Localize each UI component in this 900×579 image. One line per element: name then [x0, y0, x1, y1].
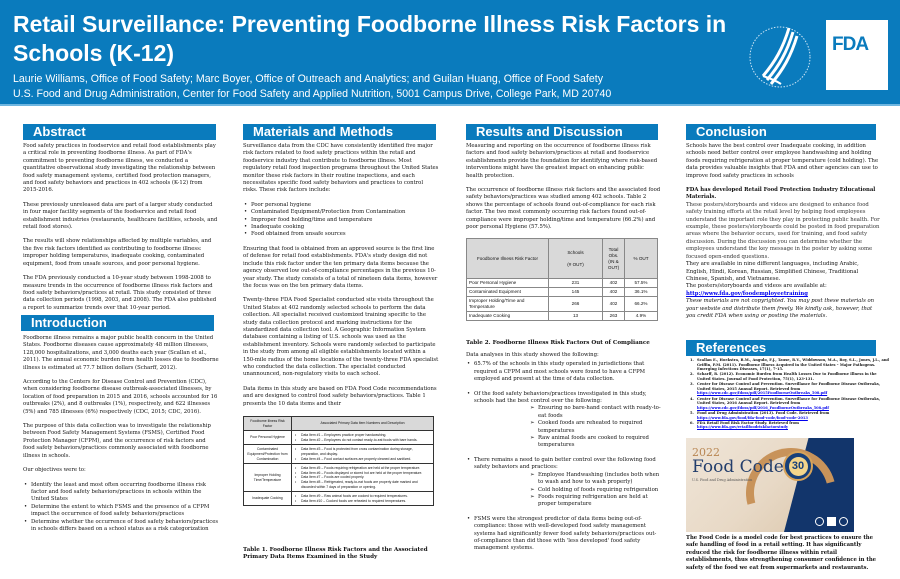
results-heading: Results and Discussion: [466, 124, 658, 140]
results-intro: Measuring and reporting on the occurrenc…: [466, 143, 662, 238]
results-paragraph: Measuring and reporting on the occurrenc…: [466, 143, 658, 179]
abstract-body: Food safety practices in foodservice and…: [23, 143, 219, 312]
risk-factor-item: Inadequate cooking: [243, 224, 439, 232]
objective-item: Determine whether the occurrence of food…: [23, 519, 219, 534]
methods-paragraph: Surveillance data from the CDC have cons…: [243, 143, 439, 194]
table-row: Improper Holding/Time and Temperature 26…: [466, 296, 658, 312]
abstract-paragraph: The results will show relationships affe…: [23, 238, 212, 267]
results-paragraph: Data analyses in this study showed the f…: [466, 352, 599, 358]
poster-title: Retail Surveillance: Preventing Foodborn…: [13, 11, 727, 66]
finding-item: Of the food safety behaviors/practices i…: [466, 391, 662, 406]
reference-link[interactable]: https://www.cdc.gov/fdoss/pdf/2015Foodbo…: [697, 391, 828, 396]
results-findings: Data analyses in this study showed the f…: [466, 352, 662, 560]
references-heading: References: [686, 340, 876, 356]
table1-header-items: Associated Primary Data Item Numbers and…: [291, 415, 434, 432]
methods-paragraph: Twenty-three FDA Food Specialist conduct…: [243, 297, 439, 378]
best-control-item: Cooked foods are reheated to required te…: [530, 420, 662, 435]
reference-item: 5. Food and Drug Administration (2013). F…: [690, 410, 830, 420]
objective-item: Determine the extent to which FSMS and t…: [23, 504, 219, 519]
table1-caption: Table 1. Foodborne Illness Risk Factors …: [243, 547, 428, 560]
methods-paragraph: Data items in this study are based on FD…: [243, 385, 437, 407]
introduction-heading: Introduction: [21, 315, 214, 331]
best-control-list: Ensuring no bare-hand contact with ready…: [466, 405, 662, 449]
finding-item: FSMS were the strongest predictor of dat…: [466, 516, 662, 553]
reference-item: 4. Center for Disease Control and Prevent…: [690, 396, 880, 410]
risk-factor-item: Food obtained from unsafe sources: [243, 231, 439, 239]
fda-logo-icon: [827, 517, 836, 526]
agency-logos: [815, 517, 848, 526]
conclusion-paragraph: These materials are not copyrighted. You…: [686, 298, 875, 319]
reference-link[interactable]: https://www.fda.gov/food/fda-food-code/f…: [697, 415, 808, 420]
conclusion-paragraph: They are available in nine different lan…: [686, 261, 859, 282]
table-row: Inadequate Cooking 13 263 4.9%: [466, 311, 658, 321]
best-control-item: Raw animal foods are cooked to required …: [530, 435, 662, 450]
abstract-paragraph: Food safety practices in foodservice and…: [23, 143, 216, 194]
food-code-2022-image: 2022 Food Code U.S. Food and Drug Admini…: [686, 438, 854, 532]
intro-paragraph: According to the Centers for Disease Con…: [23, 379, 218, 415]
reference-link[interactable]: https://www.fda.gov/retailfoodriskfactor…: [697, 425, 788, 430]
findings-list: FSMS were the strongest predictor of dat…: [466, 516, 662, 553]
anniversary-badge-icon: 30: [783, 451, 813, 481]
intro-paragraph: Our objectives were to:: [23, 467, 86, 474]
conclusion-heading: Conclusion: [686, 124, 876, 140]
table-row: Contaminated Equipment 145 402 36.1%: [466, 287, 658, 297]
hhs-seal-icon: [815, 517, 824, 526]
reference-item: 3. Center for Disease Control and Prevent…: [690, 382, 880, 396]
methods-body: Surveillance data from the CDC have cons…: [243, 143, 439, 408]
abstract-paragraph: These previously unreleased data are par…: [23, 201, 218, 231]
authors: Laurie Williams, Office of Food Safety; …: [13, 73, 604, 85]
best-control-item: Ensuring no bare-hand contact with ready…: [530, 405, 662, 420]
table-row: Poor Personal Hygiene 231 402 57.5%: [466, 278, 658, 288]
hhs-eagle-seal-icon: [749, 26, 811, 88]
table2-caption: Table 2. Foodborne Illness Risk Factors …: [466, 340, 650, 346]
table-1: Foodborne Illness Risk Factor Associated…: [243, 415, 434, 507]
findings-list: 65.7% of the schools in this study opera…: [466, 361, 662, 383]
risk-factor-list: Poor personal hygiene Contaminated Equip…: [243, 202, 439, 239]
abstract-heading: Abstract: [23, 124, 216, 140]
need-control-item: Foods requiring refrigeration are held a…: [530, 494, 662, 509]
objective-item: Identify the least and most often occurr…: [23, 482, 219, 504]
need-control-list: Employee Handwashing (includes both when…: [466, 472, 662, 509]
conclusion-paragraph: These posters/storyboards and videos are…: [686, 201, 880, 260]
reference-item: 6. FDA Retail Food Risk Factor Study. Ret…: [690, 420, 799, 430]
findings-list: There remains a need to gain better cont…: [466, 457, 662, 472]
need-control-item: Cold holding of foods requiring refriger…: [530, 487, 662, 495]
reference-item: 1. Scallan E., Hoekstra, R.M., Angulo, F.…: [690, 358, 889, 372]
intro-paragraph: Foodborne illness remains a major public…: [23, 335, 219, 371]
need-control-item: Employee Handwashing (includes both when…: [530, 472, 662, 487]
conclusion-paragraph: Schools have the best control over Inade…: [686, 143, 879, 179]
affiliation: U.S. Food and Drug Administration, Cente…: [13, 88, 612, 100]
conclusion-body: Schools have the best control over Inade…: [686, 143, 882, 327]
table-row: Contaminated Equipment/Protection from C…: [243, 444, 434, 465]
table-2: Foodborne Illness Risk Factor Schools (# …: [466, 238, 658, 321]
fda-logo: FDA: [826, 20, 888, 90]
finding-item: There remains a need to gain better cont…: [466, 457, 662, 472]
seal-icon: [839, 517, 848, 526]
risk-factor-item: Poor personal hygiene: [243, 202, 439, 210]
food-code-caption: The Food Code is a model code for best p…: [686, 535, 877, 571]
results-paragraph: The occurrence of foodborne illness risk…: [466, 187, 661, 231]
conclusion-paragraph: FDA has developed Retail Food Protection…: [686, 187, 876, 201]
training-materials-link[interactable]: http://www.fda.gov/foodemployeetraining: [686, 290, 808, 297]
table-row: Poor Personal Hygiene Data Item #1 – Emp…: [243, 430, 434, 446]
table1-header-factor: Foodborne Illness Risk Factor: [243, 415, 292, 432]
intro-paragraph: The purpose of this data collection was …: [23, 423, 211, 459]
reference-item: 2. Scharff, R. (2012). Economic Burden fr…: [690, 372, 877, 381]
conclusion-paragraph: The posters/storyboards and videos are a…: [686, 283, 827, 290]
finding-item: 65.7% of the schools in this study opera…: [466, 361, 662, 383]
table-row: Improper Holding Time/Temperature Data I…: [243, 463, 434, 493]
risk-factor-item: Improper food holding/time and temperatu…: [243, 217, 439, 225]
objectives-list: Identify the least and most often occurr…: [23, 482, 219, 534]
poster-header: Retail Surveillance: Preventing Foodborn…: [0, 0, 900, 106]
references-list: 1. Scallan E., Hoekstra, R.M., Angulo, F.…: [690, 358, 890, 430]
findings-list: Of the food safety behaviors/practices i…: [466, 391, 662, 406]
risk-factor-item: Contaminated Equipment/Protection from C…: [243, 209, 439, 217]
abstract-paragraph: The FDA previously conducted a 10-year s…: [23, 275, 217, 311]
introduction-body: Foodborne illness remains a major public…: [23, 335, 219, 540]
methods-heading: Materials and Methods: [243, 124, 436, 140]
table-row: Inadequate Cooking Data Item #9 – Raw an…: [243, 491, 434, 507]
reference-link[interactable]: https://www.cdc.gov/fdoss/pdf/2016_Foodb…: [697, 405, 829, 410]
methods-paragraph: Ensuring that food is obtained from an a…: [243, 245, 438, 289]
